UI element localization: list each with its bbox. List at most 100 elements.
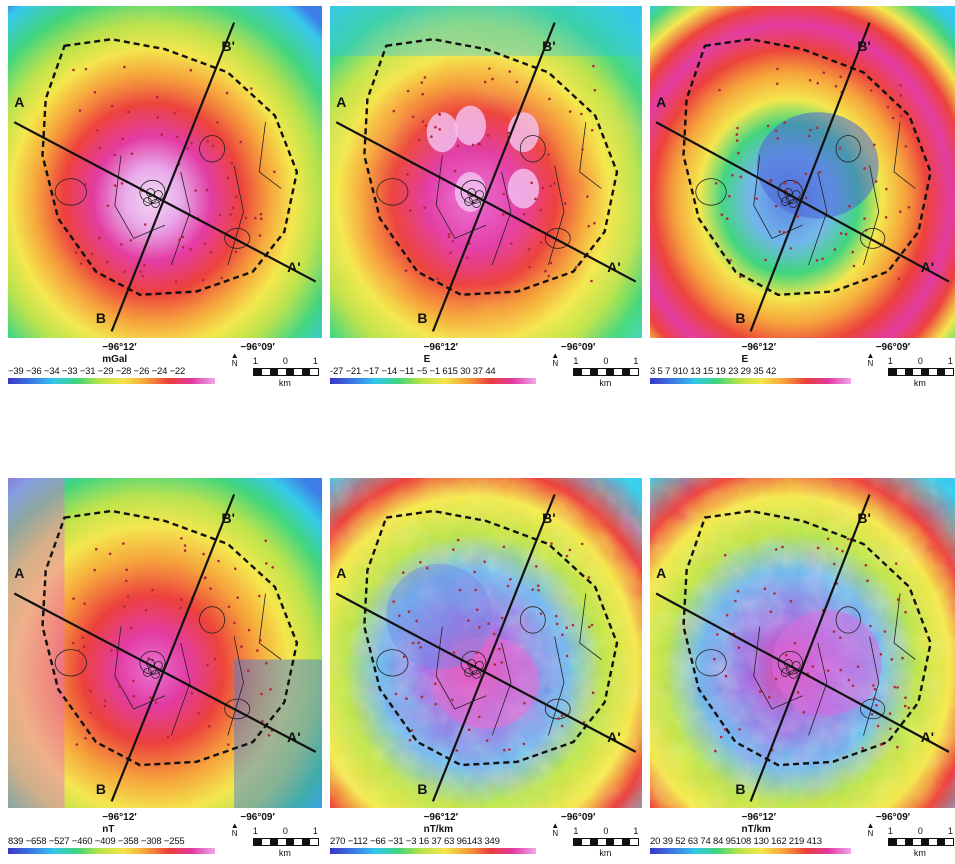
sample-point	[78, 109, 82, 112]
sample-point	[120, 182, 124, 185]
colorbar	[650, 848, 852, 854]
map-panel-5: A A' B B' −96°12′ −96°09′ nT/km 270 −112 −66 −3…	[330, 478, 642, 864]
central-feature-outline	[780, 197, 790, 206]
sample-point	[269, 688, 272, 691]
sample-point	[574, 265, 578, 269]
sample-point	[539, 612, 543, 616]
contour-outline	[491, 171, 512, 266]
contour-outline	[863, 636, 880, 736]
longitude-label-left: −96°12′	[102, 342, 137, 353]
sample-point	[492, 632, 496, 636]
sample-point	[423, 76, 427, 79]
sample-point	[807, 134, 811, 138]
sample-point	[590, 623, 594, 627]
sample-point	[235, 195, 238, 199]
profile-label-b-prime: B'	[857, 38, 871, 55]
sample-point	[522, 742, 526, 746]
sample-point	[508, 748, 511, 751]
contour-outline	[893, 122, 916, 189]
scale-label-right: 1	[947, 826, 953, 836]
sample-point	[456, 144, 460, 148]
sample-point	[565, 654, 569, 658]
sample-point	[886, 105, 890, 109]
sample-point	[425, 566, 429, 570]
sample-point	[180, 598, 183, 601]
scale-label-right: 1	[633, 826, 639, 836]
profile-line-b	[749, 22, 871, 332]
profile-label-a: A	[336, 565, 347, 582]
colorbar	[330, 378, 536, 384]
sample-point	[758, 690, 762, 693]
sample-point	[108, 552, 112, 556]
sample-point	[173, 111, 176, 115]
sample-point	[739, 175, 743, 179]
sample-point	[475, 651, 478, 654]
sample-point	[271, 566, 275, 569]
sample-point	[436, 277, 439, 281]
sample-point	[115, 648, 119, 652]
sample-point	[424, 124, 428, 127]
sample-point	[486, 134, 490, 137]
sample-point	[535, 565, 538, 568]
sample-point	[775, 548, 778, 551]
sample-point	[718, 88, 721, 92]
sample-point	[547, 274, 550, 278]
scale-bar	[252, 368, 319, 376]
sample-point	[869, 624, 872, 628]
sample-point	[896, 686, 899, 689]
sample-point	[716, 633, 719, 636]
sample-point	[593, 221, 596, 225]
scale-label-mid: 0	[603, 356, 609, 366]
sample-point	[502, 545, 506, 549]
sample-point	[736, 589, 740, 593]
longitude-label-right: −96°09′	[560, 342, 596, 353]
contour-outline	[376, 649, 409, 677]
sample-point	[409, 209, 412, 212]
sample-point	[110, 104, 114, 108]
sample-point	[259, 212, 263, 216]
sample-point	[79, 262, 83, 265]
sample-point	[258, 594, 261, 598]
contour-outline	[139, 650, 166, 675]
sample-point	[821, 257, 824, 261]
sample-point	[720, 213, 724, 216]
sample-point	[225, 91, 229, 95]
sample-point	[774, 677, 778, 681]
profile-label-b: B	[95, 780, 107, 797]
sample-point	[166, 735, 170, 739]
colorbar-unit: nT	[102, 824, 115, 835]
sample-point	[174, 280, 178, 283]
sample-point	[766, 124, 770, 128]
sample-point	[764, 258, 767, 262]
sample-point	[509, 578, 512, 581]
longitude-label-right: −96°09′	[560, 812, 596, 823]
sample-point	[260, 217, 263, 221]
sample-point	[873, 696, 876, 700]
profile-label-a-prime: A'	[920, 728, 935, 745]
sample-point	[477, 142, 480, 146]
sample-point	[815, 126, 819, 130]
sample-point	[808, 78, 812, 82]
sample-point	[714, 749, 717, 753]
map-raster	[650, 6, 955, 338]
sample-point	[208, 725, 211, 728]
sample-point	[778, 230, 782, 233]
map-image: A A' B B'	[650, 478, 955, 808]
longitude-label-right: −96°09′	[240, 342, 275, 353]
sample-point	[201, 278, 205, 282]
profile-label-b: B	[735, 780, 746, 797]
profile-line-a	[655, 592, 950, 753]
longitude-label-left: −96°12′	[102, 812, 137, 823]
central-feature-outline	[464, 667, 473, 677]
contour-outline	[519, 606, 546, 634]
contour-outline	[893, 593, 916, 660]
sample-point	[530, 181, 533, 185]
sample-point	[256, 649, 259, 652]
sample-point	[555, 622, 559, 626]
north-label: N	[231, 359, 238, 368]
profile-label-a-prime: A'	[287, 728, 301, 745]
sample-point	[265, 661, 268, 665]
sample-point	[250, 87, 253, 90]
sample-point	[838, 147, 842, 150]
north-arrow-icon: ▲ N	[230, 821, 239, 838]
